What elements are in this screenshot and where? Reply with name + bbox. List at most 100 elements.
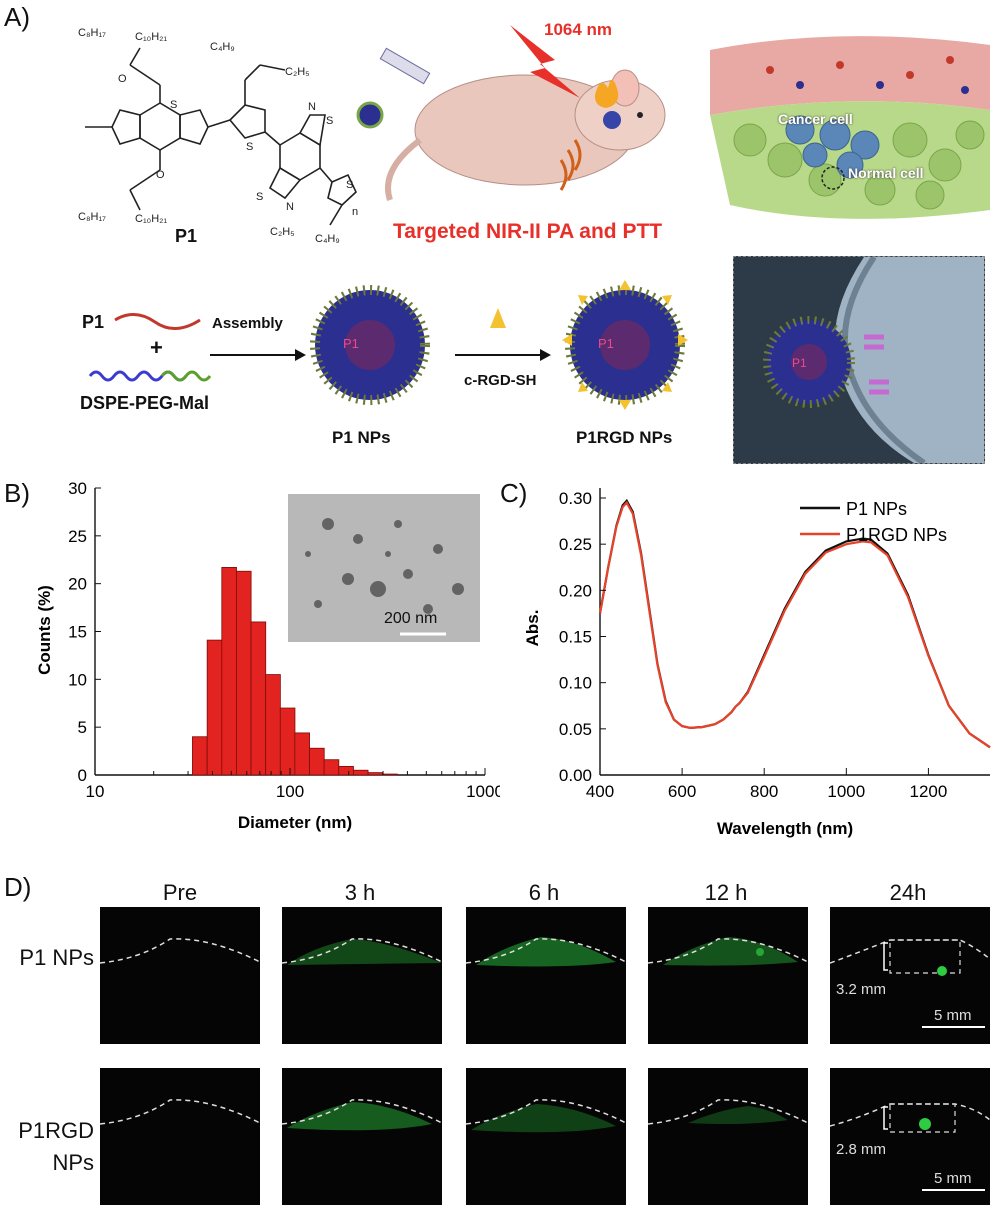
panel-a-label: A)	[4, 2, 30, 32]
scale-label-row2: 5 mm	[934, 1170, 972, 1187]
y-axis-label: Abs.	[523, 610, 542, 647]
core-label-1: P1	[343, 336, 359, 351]
histogram-bar	[206, 639, 223, 776]
polymer-chain	[114, 313, 201, 330]
sulfur-atom-5: S	[346, 179, 353, 191]
legend-label-2: P1RGD NPs	[846, 525, 947, 545]
c10h21-top: C₁₀H₂₁	[135, 31, 167, 43]
x-tick-label: 10	[86, 782, 105, 801]
p1rgd-nanoparticle	[562, 280, 688, 410]
histogram-bar	[352, 769, 369, 776]
x-axis-label: Diameter (nm)	[238, 813, 352, 832]
histogram-bar	[235, 570, 252, 776]
scheme-plus: +	[150, 335, 163, 360]
pa-image-p1rgd-12h	[648, 1068, 808, 1205]
histogram-bar	[250, 621, 267, 776]
absorbance-chart: 0.00 0.05 0.10 0.15 0.20 0.25 0.30 400 600 800 100…	[523, 488, 991, 838]
y-tick-label: 10	[68, 670, 87, 689]
histogram-bar	[338, 765, 354, 776]
assembly-scheme: P1 P1	[88, 280, 688, 410]
nitrogen-atom-1: N	[308, 101, 316, 113]
histogram-bar	[367, 772, 384, 776]
depth-label-row2: 2.8 mm	[836, 1141, 887, 1158]
histogram-bar	[221, 567, 237, 776]
core-label-3: P1	[792, 356, 807, 370]
scheme-p1rgdnps: P1RGD NPs	[576, 428, 673, 447]
pa-image-p1-pre	[100, 907, 260, 1044]
column-label-3h: 3 h	[344, 880, 376, 905]
pa-image-p1-24h: 3.2 mm 5 mm	[830, 907, 990, 1044]
normal-cell-label: Normal cell	[848, 165, 924, 181]
scheme-assembly: Assembly	[212, 315, 283, 332]
c2h5-bottom: C₂H₅	[270, 226, 295, 238]
rgd-cone-icon	[490, 308, 506, 328]
c4h9-bottom: C₄H₉	[315, 233, 340, 245]
column-label-6h: 6 h	[528, 880, 560, 905]
column-label-24h: 24h	[889, 880, 927, 905]
y-tick-label: 0.10	[559, 674, 592, 693]
row-label-p1rgd-line1: P1RGD	[18, 1118, 94, 1143]
polymer-structure: O O S S N S S N S n C₈H₁₇ C₁₀H₂₁ C₄H₉ C₂…	[78, 27, 358, 245]
histogram-bar	[279, 707, 296, 776]
tem-particles	[305, 518, 464, 636]
panel-c-label: C)	[500, 478, 528, 508]
y-tick-label: 0.30	[559, 489, 592, 508]
sulfur-atom-3: S	[326, 115, 333, 127]
repeat-n: n	[352, 206, 358, 218]
y-tick-label: 30	[68, 479, 87, 498]
x-tick-label: 800	[750, 782, 778, 801]
histogram-bar	[265, 674, 281, 776]
pa-image-p1rgd-6h	[466, 1068, 626, 1205]
binding-inset: P1	[733, 256, 985, 464]
y-tick-label: 0.20	[559, 581, 592, 600]
histogram-bar	[323, 759, 340, 776]
column-label-12h: 12 h	[704, 880, 748, 905]
pa-image-p1rgd-pre	[100, 1068, 260, 1205]
pa-image-p1-6h	[466, 907, 626, 1044]
row-label-p1rgd-line2: NPs	[52, 1150, 94, 1175]
pa-image-p1-12h	[648, 907, 808, 1044]
oxygen-atom-bottom: O	[156, 169, 165, 181]
histogram-bar	[309, 747, 325, 776]
depth-label-row1: 3.2 mm	[836, 981, 887, 998]
panel-d-label: D)	[4, 872, 32, 902]
tem-inset-image: 200 nm	[288, 494, 480, 642]
histogram-bar	[192, 736, 208, 776]
pa-image-p1-3h	[282, 907, 442, 1044]
y-axis-label: Counts (%)	[35, 585, 54, 675]
histogram-bar	[294, 732, 310, 776]
y-tick-label: 0.00	[559, 766, 592, 785]
c10h21-bottom: C₁₀H₂₁	[135, 213, 167, 225]
x-tick-label: 1000	[827, 782, 865, 801]
cancer-cell-label: Cancer cell	[778, 111, 853, 127]
sulfur-atom-1: S	[170, 99, 177, 111]
x-axis-label: Wavelength (nm)	[717, 819, 853, 838]
x-tick-label: 400	[586, 782, 614, 801]
nanoparticle-icon	[356, 101, 384, 129]
scheme-p1: P1	[82, 312, 105, 332]
laser-wavelength: 1064 nm	[544, 20, 613, 39]
binding-inset-art: P1	[763, 257, 984, 463]
y-tick-label: 0.15	[559, 628, 592, 647]
y-tick-label: 5	[78, 718, 87, 737]
c4h9-top: C₄H₉	[210, 41, 235, 53]
x-tick-label: 600	[668, 782, 696, 801]
c8h17-top: C₈H₁₇	[78, 27, 106, 39]
targeted-headline: Targeted NIR-II PA and PTT	[393, 220, 663, 243]
x-tick-label: 100	[276, 782, 304, 801]
oxygen-atom-top: O	[118, 73, 127, 85]
scheme-p1nps: P1 NPs	[332, 428, 391, 447]
pa-image-p1rgd-3h	[282, 1068, 442, 1205]
sulfur-atom-2: S	[246, 141, 253, 153]
scheme-crgd: c-RGD-SH	[464, 372, 537, 389]
core-label-2: P1	[598, 336, 614, 351]
y-tick-label: 20	[68, 575, 87, 594]
column-label-pre: Pre	[162, 880, 198, 905]
scheme-dspe: DSPE-PEG-Mal	[80, 393, 210, 413]
tissue-illustration	[710, 36, 990, 219]
mouse-illustration	[356, 25, 666, 201]
x-tick-label: 1000	[466, 782, 500, 801]
y-tick-label: 0	[78, 766, 87, 785]
y-tick-label: 0.25	[559, 535, 592, 554]
y-tick-label: 0.05	[559, 720, 592, 739]
